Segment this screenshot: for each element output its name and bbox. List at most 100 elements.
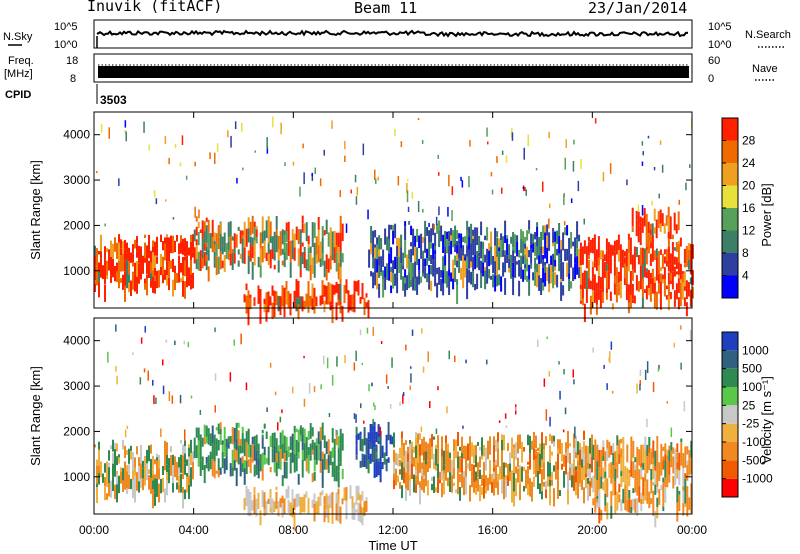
velocity-cell — [319, 461, 322, 473]
power-sparse-cell — [155, 198, 158, 205]
power-cell — [512, 250, 515, 263]
velocity-cell — [190, 449, 192, 453]
velocity-cell — [453, 482, 455, 486]
power-cell — [637, 255, 640, 265]
velocity-cell — [283, 453, 286, 462]
power-sparse-cell — [438, 172, 440, 176]
power-cell — [353, 284, 356, 288]
power-cell — [649, 272, 652, 278]
power-cell — [538, 264, 541, 276]
velocity-cell — [585, 474, 587, 478]
power-cell — [172, 279, 174, 297]
power-cell — [335, 232, 338, 246]
velocity-cell — [441, 456, 443, 462]
velocity-cell — [431, 483, 433, 491]
velocity-cell — [445, 443, 447, 458]
velocity-sparse-cell — [162, 385, 165, 395]
velocity-cell — [317, 444, 320, 461]
power-cell — [484, 254, 487, 263]
velocity-cell — [447, 450, 449, 468]
power-cell — [307, 253, 310, 272]
velocity-sparse-cell — [670, 427, 673, 438]
power-cell — [649, 229, 652, 235]
velocity-sparse-cell — [361, 362, 363, 365]
power-cell — [478, 236, 481, 253]
power-cell — [396, 246, 399, 257]
power-cell — [211, 219, 214, 238]
power-cell — [345, 279, 348, 288]
velocity-cell — [170, 466, 172, 476]
velocity-cell — [337, 448, 340, 463]
velocity-cell — [243, 460, 246, 469]
velocity-cell — [413, 446, 415, 453]
power-sparse-cell — [511, 132, 514, 141]
velocity-cell — [563, 454, 565, 467]
velocity-cell — [299, 496, 302, 515]
power-cell — [456, 260, 459, 268]
power-cell — [448, 269, 451, 277]
velocity-cell — [201, 456, 204, 471]
power-cell — [657, 211, 660, 225]
velocity-cell — [567, 489, 569, 505]
power-cell — [386, 236, 389, 251]
power-sparse-cell — [303, 223, 306, 233]
power-cell — [450, 235, 453, 241]
velocity-ylabel: Slant Range [km] — [28, 366, 43, 466]
power-cell — [468, 249, 471, 269]
velocity-cell — [423, 451, 425, 460]
velocity-cell — [182, 473, 184, 480]
power-cell — [679, 237, 682, 247]
velocity-cell — [329, 451, 332, 466]
velocity-cell — [217, 430, 220, 435]
power-cell — [681, 282, 684, 300]
power-sparse-cell — [461, 180, 464, 188]
power-cell — [484, 270, 487, 290]
power-cell — [635, 219, 638, 237]
power-cell — [496, 237, 499, 257]
power-cell — [623, 278, 626, 285]
velocity-cell — [215, 470, 218, 474]
velocity-sparse-cell — [126, 425, 129, 429]
power-cell — [263, 298, 266, 304]
power-cell — [404, 240, 407, 258]
power-cell — [363, 297, 366, 316]
velocity-cell — [652, 457, 655, 465]
power-cell — [562, 232, 565, 251]
power-cell — [265, 252, 268, 261]
power-cell — [426, 258, 429, 266]
velocity-cell — [654, 466, 657, 471]
velocity-cell — [688, 450, 691, 454]
velocity-cell — [521, 466, 523, 482]
power-cell — [152, 252, 154, 271]
velocity-cell — [628, 490, 631, 499]
power-cell — [430, 280, 433, 292]
power-cell — [504, 234, 507, 243]
power-cell — [464, 257, 467, 261]
power-cell — [428, 274, 431, 284]
velocity-cell — [221, 440, 224, 445]
velocity-sparse-cell — [646, 418, 648, 428]
velocity-cell — [589, 453, 591, 464]
velocity-cell — [407, 446, 409, 454]
velocity-cell — [373, 462, 376, 478]
power-cell — [323, 284, 326, 290]
power-cell — [249, 221, 252, 236]
velocity-cell — [461, 458, 463, 473]
velocity-cell — [626, 499, 629, 512]
velocity-cell — [612, 479, 615, 496]
velocity-sparse-cell — [548, 371, 551, 377]
power-cell — [380, 238, 383, 243]
velocity-cell — [405, 488, 407, 501]
velocity-cell — [297, 493, 300, 507]
power-cell — [305, 259, 308, 271]
velocity-cell — [357, 485, 360, 493]
power-cell — [195, 245, 198, 260]
velocity-cell — [381, 445, 384, 458]
power-cell — [261, 246, 264, 263]
power-colorbar-tick-label: 28 — [742, 134, 756, 148]
velocity-cell — [166, 455, 168, 465]
power-cell — [516, 241, 519, 257]
power-cell — [556, 248, 559, 256]
velocity-cell — [686, 460, 689, 466]
velocity-cell — [255, 434, 258, 451]
